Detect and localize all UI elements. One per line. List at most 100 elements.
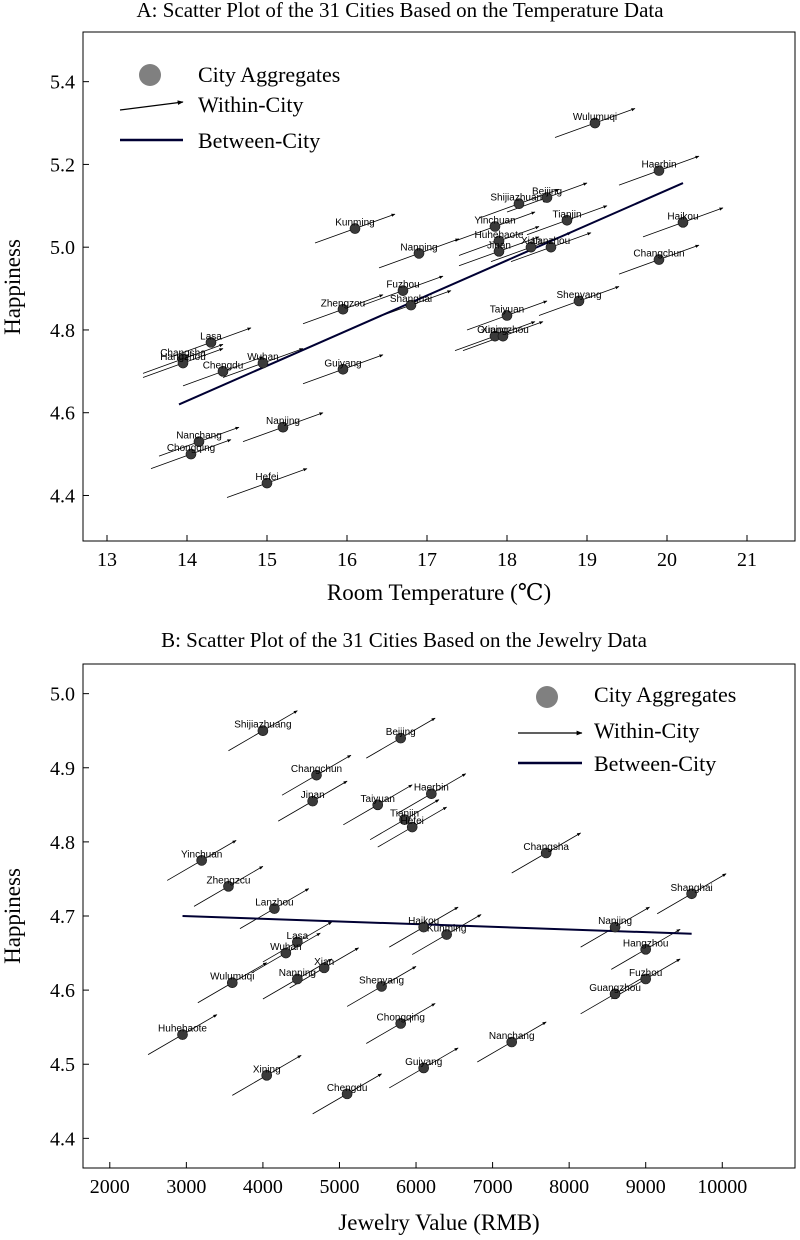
city-point-nanjing	[277, 421, 289, 433]
city-label-zhengzcu: Zhengzcu	[207, 875, 251, 886]
city-label-chongqing: Chongqing	[167, 443, 215, 454]
y-tick-label: 4.4	[50, 1128, 75, 1150]
panel-a-y-axis-label: Happiness	[0, 239, 25, 335]
panel-a-legend: City Aggregates Within-City Between-City	[119, 62, 340, 153]
city-point-nanchang	[193, 436, 205, 447]
x-tick-label: 20	[657, 549, 677, 571]
city-label-lanzhou: Lanzhou	[255, 898, 293, 909]
city-label-hefei: Hefei	[255, 472, 278, 483]
city-point-yinchuan	[489, 221, 501, 232]
y-tick-label: 4.9	[50, 758, 75, 780]
city-point-lasa	[205, 337, 217, 348]
city-point-kunming	[349, 223, 361, 234]
city-label-beijing: Beijing	[532, 187, 562, 198]
city-point-huhehaote	[177, 1029, 188, 1040]
panel-a-legend-line-label: Between-City	[198, 128, 320, 153]
city-point-xian	[318, 962, 330, 974]
city-label-huhehaote: Huhehaote	[475, 230, 524, 241]
x-tick-label: 7000	[473, 1176, 513, 1198]
city-point-shijiazhuang	[513, 198, 525, 210]
city-point-shenyang	[376, 981, 387, 992]
city-label-shenyang: Shenyang	[359, 975, 404, 986]
panel-a-x-ticks: 13 14 15 16 17 18 19 20 21	[97, 535, 757, 571]
city-point-taiyuan	[372, 799, 384, 811]
city-point-fuzhou	[640, 973, 652, 985]
panel-b-city-points: Shijiazhuang Beijing Changchun Jinan Taiyuan…	[158, 720, 713, 1100]
city-label-yinchuan: Yinchuan	[474, 215, 515, 226]
city-point-nanning	[413, 248, 425, 259]
city-label-shenyang: Shenyang	[556, 290, 601, 301]
city-label-hangzhou: Hangzhou	[160, 352, 206, 363]
city-point-chengdu	[341, 1088, 353, 1100]
city-label-taiyuan: Taiyuan	[490, 304, 524, 315]
y-tick-label: 4.6	[50, 980, 75, 1002]
city-point-xian	[525, 241, 537, 253]
panel-a-legend-point-marker	[139, 64, 161, 86]
city-label-nanchang: Nanchang	[489, 1031, 535, 1042]
city-label-changchun: Changchun	[291, 764, 342, 775]
city-point-guangzhou	[497, 330, 509, 342]
city-label-taiyuan: Taiyuan	[361, 794, 395, 805]
panel-a-y-ticks: 4.4 4.6 4.8 5.0 5.2 5.4	[50, 72, 89, 507]
city-label-haikou: Haikou	[667, 211, 698, 222]
city-label-nanning: Nanning	[279, 968, 316, 979]
city-label-haikou: Haikou	[408, 916, 439, 927]
city-label-xian: Xian	[314, 957, 334, 968]
city-label-changsha: Changsha	[160, 348, 206, 359]
city-label-chongqing: Chongqing	[377, 1012, 425, 1023]
city-point-lanzhou	[545, 241, 557, 253]
city-label-nanjing: Nanjing	[266, 416, 300, 427]
city-point-huhehaote	[493, 235, 505, 247]
x-tick-label: 13	[97, 549, 117, 571]
city-label-fuzhou: Fuzhou	[386, 280, 419, 291]
city-point-changchun	[311, 769, 322, 781]
panel-b-legend-line-label: Between-City	[594, 751, 716, 776]
city-label-kunming: Kunming	[335, 218, 374, 229]
y-tick-label: 4.8	[50, 320, 75, 342]
city-label-yinchuan: Yinchuan	[181, 849, 222, 860]
city-point-shanghai	[686, 888, 697, 900]
panel-a-x-axis-label: Room Temperature (℃)	[327, 580, 551, 605]
city-point-changsha	[540, 847, 552, 859]
city-point-hefei	[406, 821, 418, 833]
city-label-xining: Xining	[253, 1064, 281, 1075]
city-point-beijing	[395, 732, 407, 744]
city-point-chongqing	[395, 1018, 407, 1029]
city-label-wulumuqi: Wulumuqi	[573, 112, 617, 123]
y-tick-label: 4.4	[50, 485, 75, 507]
x-tick-label: 16	[337, 549, 357, 571]
city-point-kunming	[441, 929, 452, 940]
city-label-lanzhou: Lanzhou	[532, 236, 570, 247]
x-tick-label: 19	[577, 549, 597, 571]
city-label-jinan: Jinan	[301, 790, 325, 801]
x-tick-label: 10000	[697, 1176, 747, 1198]
city-point-lasa	[292, 936, 303, 948]
city-label-tianjin: Tianjin	[552, 209, 581, 220]
panel-b-legend-arrow-label: Within-City	[594, 718, 699, 743]
city-label-guangzhou: Guangzhou	[477, 325, 529, 336]
city-label-xian: Xian	[521, 236, 541, 247]
city-point-shijiazhuang	[257, 725, 269, 737]
city-label-changsha: Changsha	[523, 842, 569, 853]
panel-b-title: B: Scatter Plot of the 31 Cities Based o…	[161, 628, 647, 652]
x-tick-label: 8000	[549, 1176, 589, 1198]
y-tick-label: 5.2	[50, 154, 75, 176]
city-point-zhengzou	[337, 303, 349, 315]
city-point-hangzhou	[640, 944, 652, 955]
city-point-shenyang	[573, 295, 585, 307]
x-tick-label: 5000	[319, 1176, 359, 1198]
y-tick-label: 4.7	[50, 906, 75, 928]
y-tick-label: 5.4	[50, 72, 75, 94]
city-label-xining: Xining	[481, 325, 509, 336]
panel-a-within-city-arrows	[142, 108, 724, 498]
x-tick-label: 21	[737, 549, 757, 571]
city-label-guiyang: Guiyang	[405, 1057, 442, 1068]
city-label-shanghai: Shanghai	[671, 883, 713, 894]
panel-b: B: Scatter Plot of the 31 Cities Based o…	[0, 628, 796, 1235]
city-point-guiyang	[418, 1062, 429, 1074]
city-point-hangzhou	[177, 357, 189, 369]
city-label-wuhan: Wuhan	[270, 942, 302, 953]
x-tick-label: 6000	[396, 1176, 436, 1198]
city-label-tianjin: Tianjin	[390, 809, 419, 820]
city-point-yinchuan	[196, 855, 207, 866]
